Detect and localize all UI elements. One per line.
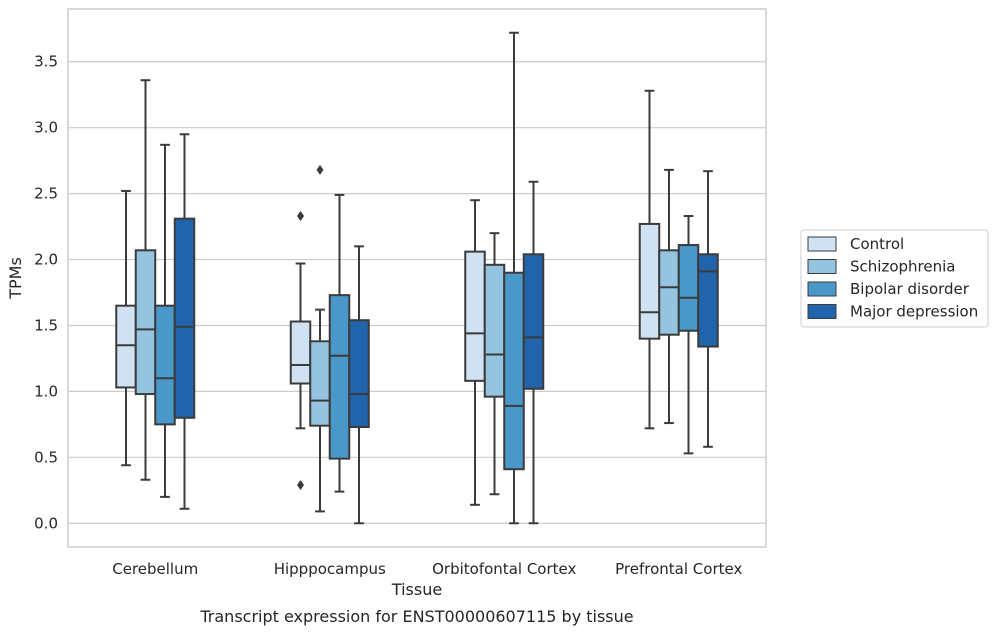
box (134, 249, 157, 396)
plot-frame (67, 8, 767, 548)
box (348, 319, 370, 429)
box (503, 271, 525, 471)
y-tick-label: 0.5 (34, 448, 58, 466)
box (154, 304, 176, 426)
box-group (697, 170, 719, 448)
box-group (677, 215, 700, 455)
y-tick-label: 0.0 (34, 514, 58, 532)
y-axis: 0.0 0.5 1.0 1.5 2.0 2.5 3.0 3.5 (34, 53, 58, 533)
x-axis-label: Tissue (391, 580, 442, 599)
outlier-point (297, 211, 304, 222)
box-group (658, 168, 680, 425)
box-group (328, 193, 351, 493)
box-group (503, 31, 525, 525)
legend-swatch (807, 304, 837, 319)
x-axis: Cerebellum Hipppocampus Orbitofontal Corte… (112, 560, 742, 578)
y-tick-label: 1.0 (34, 382, 58, 400)
y-tick-label: 2.0 (34, 251, 58, 269)
box (697, 253, 719, 348)
box (658, 249, 680, 336)
x-tick-label: Cerebellum (112, 560, 198, 578)
box (309, 340, 331, 427)
box-plots (115, 31, 719, 525)
box-group (464, 199, 486, 506)
box (115, 304, 137, 389)
legend-frame (800, 229, 989, 328)
legend-label: Bipolar disorder (850, 280, 970, 298)
box-group (115, 189, 137, 467)
box (677, 244, 700, 332)
box-group (348, 245, 370, 525)
box-group (134, 79, 157, 481)
y-tick-label: 3.0 (34, 119, 58, 137)
chart-caption: Transcript expression for ENST0000060711… (199, 607, 633, 626)
box (483, 263, 506, 398)
box (173, 217, 196, 419)
y-axis-label: TPMs (6, 257, 25, 300)
y-tick-label: 1.5 (34, 316, 58, 334)
y-tick-label: 3.5 (34, 53, 58, 71)
box (522, 253, 545, 390)
y-tick-label: 2.5 (34, 185, 58, 203)
legend-swatch (807, 281, 837, 297)
box (328, 294, 351, 460)
x-tick-label: Hipppocampus (274, 560, 386, 578)
legend-label: Control (850, 235, 904, 253)
box-group (289, 211, 312, 491)
legend-label: Major depression (850, 303, 978, 321)
box-group (638, 89, 661, 430)
x-tick-label: Orbitofontal Cortex (432, 560, 576, 578)
legend-swatch (807, 259, 837, 274)
outlier-point (316, 164, 324, 175)
legend: Control Schizophrenia Bipolar disorder Majo… (800, 229, 989, 328)
box (289, 320, 312, 385)
legend-swatch (807, 236, 837, 252)
legend-label: Schizophrenia (850, 258, 955, 276)
outlier-point (297, 480, 304, 491)
x-tick-label: Prefrontal Cortex (615, 560, 742, 578)
box-group (522, 180, 545, 525)
box-group (173, 133, 196, 510)
box-group (483, 232, 506, 496)
box (638, 222, 661, 340)
box-group (309, 164, 331, 513)
box-group (154, 143, 176, 498)
box (464, 250, 486, 382)
